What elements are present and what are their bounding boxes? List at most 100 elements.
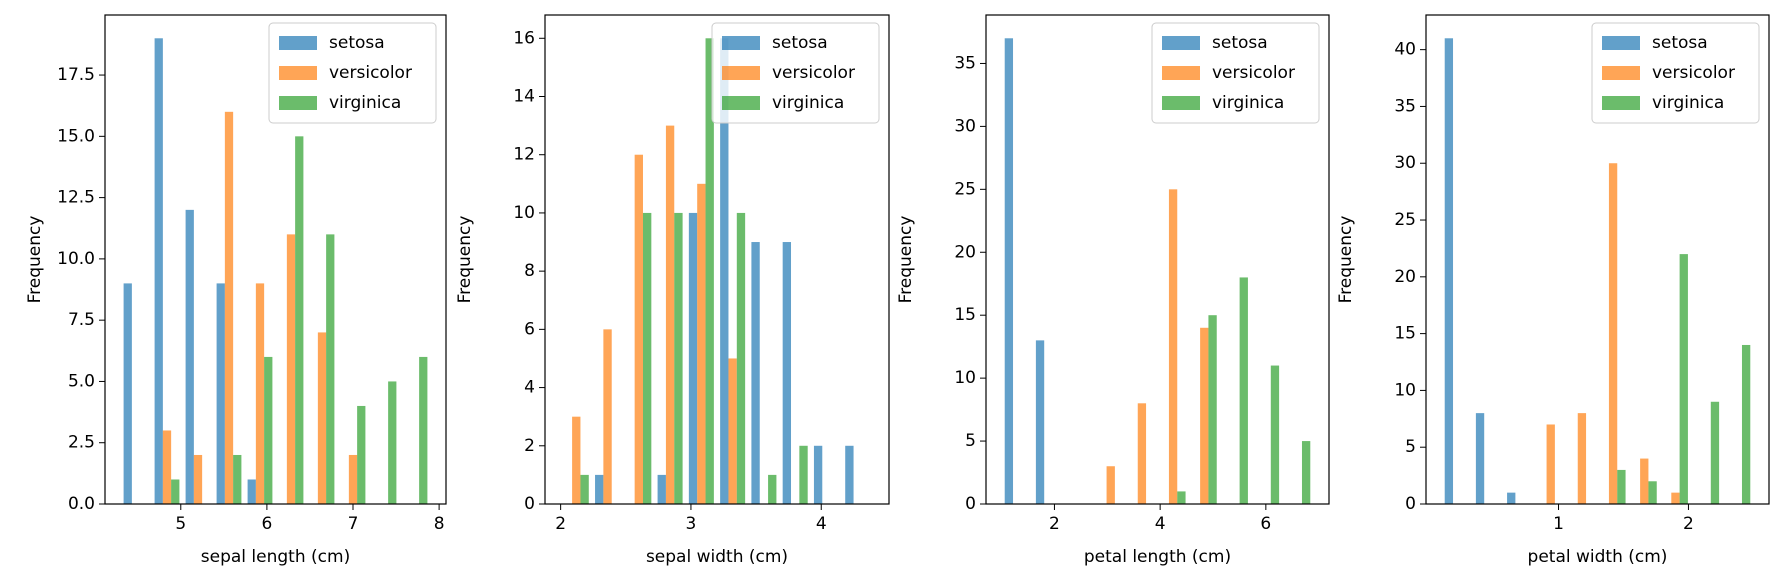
bar [295,136,304,505]
bar [688,212,698,504]
legend-swatch [722,36,760,50]
bar [665,125,675,504]
bar [1137,403,1147,504]
bar [1577,413,1587,504]
bar [595,474,604,504]
bar [171,479,180,504]
y-tick-label: 5 [965,431,976,451]
bar [388,381,397,504]
bar [357,405,366,504]
bar [1608,163,1618,504]
x-tick-label: 2 [1683,514,1694,534]
bar [1004,38,1014,505]
axes-frame [985,14,1330,505]
y-tick-label: 14 [513,87,535,107]
bar [1648,481,1657,504]
bar [1679,254,1688,504]
bar [634,154,643,504]
x-tick-label: 4 [1155,514,1166,534]
legend-swatch [1602,66,1640,80]
x-tick-label: 7 [348,514,359,534]
bar [1444,38,1454,505]
bar [697,183,706,505]
bar [233,454,242,504]
y-tick-label: 15 [1394,324,1416,344]
legend-label: virginica [329,93,401,113]
bar [728,358,737,504]
bar [1208,315,1217,504]
bar [286,234,296,504]
y-tick-label: 35 [954,53,976,73]
bar [799,445,808,504]
legend-label: versicolor [329,63,412,83]
legend-label: setosa [329,33,385,53]
bar [264,356,273,504]
legend-label: setosa [772,33,828,53]
x-tick-label: 3 [686,514,697,534]
x-tick-label: 5 [175,514,186,534]
bar [1710,401,1720,504]
y-tick-label: 30 [1394,153,1416,173]
y-axis-label: Frequency [896,216,916,304]
bar [193,454,203,504]
legend-label: versicolor [1212,63,1295,83]
y-tick-label: 20 [1394,267,1416,287]
y-tick-label: 10 [513,203,535,223]
bar [1239,277,1248,504]
y-tick-label: 17.5 [57,65,95,85]
y-tick-label: 10 [954,368,976,388]
legend-label: versicolor [772,63,855,83]
bar [1617,469,1626,504]
bar [642,212,652,504]
y-tick-label: 25 [954,179,976,199]
bar [317,332,327,504]
y-tick-label: 0.0 [68,494,95,514]
y-tick-label: 0 [524,494,535,514]
bar [1741,344,1751,504]
bar [1507,492,1516,504]
bar [782,242,792,505]
legend-swatch [1162,66,1200,80]
y-tick-label: 15.0 [57,126,95,146]
bar [720,38,729,505]
legend-swatch [722,96,760,110]
x-tick-label: 2 [555,514,566,534]
y-tick-label: 10.0 [57,249,95,269]
y-tick-label: 5 [1405,437,1416,457]
x-tick-label: 4 [816,514,827,534]
bar [674,212,683,504]
y-tick-label: 12 [513,145,535,165]
legend-swatch [1162,36,1200,50]
bar [845,445,854,504]
y-tick-label: 35 [1394,96,1416,116]
legend-swatch [1602,36,1640,50]
y-tick-label: 40 [1394,40,1416,60]
legend-label: virginica [772,93,844,113]
legend-swatch [279,96,317,110]
bar [705,38,714,505]
x-axis-label: petal length (cm) [1084,547,1231,567]
bar [657,474,666,504]
axes-frame [1425,14,1770,505]
bar [348,454,358,504]
x-tick-label: 6 [261,514,272,534]
bar [1270,365,1280,504]
y-axis-label: Frequency [25,216,45,304]
y-tick-label: 15 [954,305,976,325]
legend-swatch [722,66,760,80]
bar [224,111,234,504]
y-tick-label: 25 [1394,210,1416,230]
bar [216,283,225,504]
bar [123,283,132,504]
y-tick-label: 5.0 [68,371,95,391]
x-tick-label: 1 [1553,514,1564,534]
legend-swatch [1602,96,1640,110]
y-tick-label: 8 [524,261,535,281]
legend-label: versicolor [1652,63,1735,83]
bar [255,283,265,504]
bar [768,474,777,504]
y-tick-label: 30 [954,116,976,136]
y-tick-label: 4 [524,378,535,398]
bar [1475,413,1485,504]
